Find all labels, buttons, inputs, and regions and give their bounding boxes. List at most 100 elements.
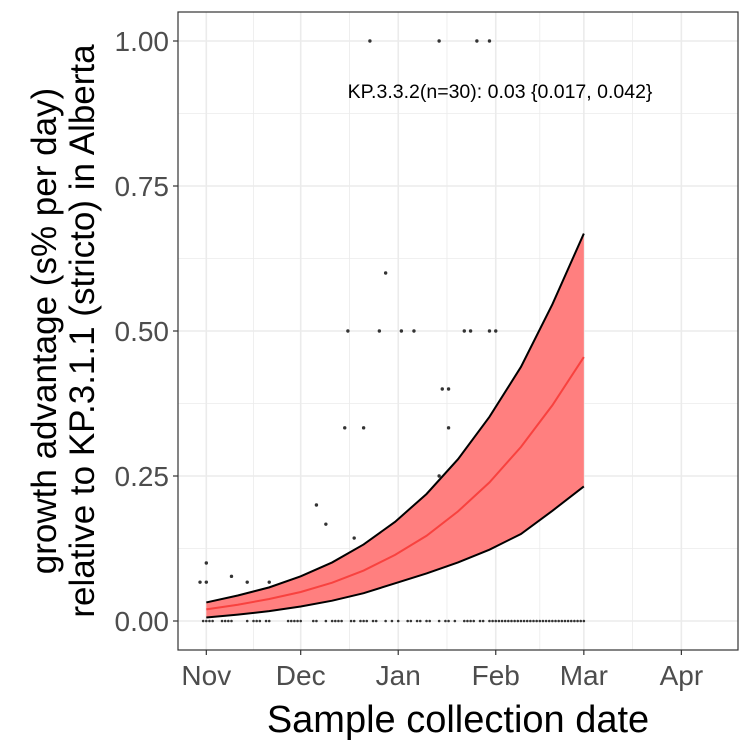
data-point-zero [466, 619, 469, 623]
data-point-zero [230, 619, 233, 623]
data-point-zero [519, 619, 523, 623]
data-point-zero [340, 619, 343, 623]
data-point-zero [296, 619, 299, 623]
data-point-zero [365, 619, 369, 623]
data-point-zero [289, 619, 293, 623]
y-tick-label: 1.00 [115, 26, 170, 57]
data-point-zero [349, 619, 353, 623]
data-point-zero [576, 619, 579, 623]
data-point-zero [245, 619, 249, 623]
y-tick-label: 0.00 [115, 606, 170, 637]
data-point [368, 39, 372, 43]
data-point [437, 39, 441, 43]
x-tick-label: Nov [181, 660, 231, 691]
data-point-zero [481, 619, 485, 623]
data-point-zero [311, 619, 315, 623]
points-layer [198, 39, 498, 584]
data-point-zero [324, 619, 328, 623]
data-point [198, 580, 202, 584]
y-tick-label: 0.25 [115, 461, 170, 492]
data-point-zero [374, 619, 378, 623]
data-point-zero [582, 619, 586, 623]
data-point-zero [544, 619, 548, 623]
data-point [446, 387, 451, 391]
data-point [343, 426, 347, 430]
data-point-zero [208, 619, 211, 623]
data-point-zero [469, 619, 472, 623]
data-point-zero [409, 619, 413, 623]
ribbon-layer [206, 233, 585, 619]
data-point-zero [507, 619, 510, 623]
data-point-zero [286, 619, 290, 623]
data-point-zero [293, 619, 296, 623]
data-point-zero [573, 619, 576, 623]
data-point-zero [255, 619, 258, 623]
data-point-zero [315, 619, 318, 623]
annotation-label: KP.3.3.2(n=30): 0.03 {0.017, 0.042} [348, 81, 653, 103]
data-point-zero [384, 619, 387, 623]
x-axis-label: Sample collection date [267, 699, 649, 741]
data-point [440, 387, 444, 391]
data-point-zero [510, 619, 513, 623]
data-point-zero [472, 619, 476, 623]
x-tick-label: Mar [560, 660, 608, 691]
data-point-zero [453, 619, 457, 623]
x-ticks: Nov Dec Jan Feb Mar Apr [181, 650, 703, 691]
data-point-zero [227, 619, 230, 623]
data-point [229, 574, 234, 579]
data-point [204, 580, 209, 584]
data-point-zero [541, 619, 545, 623]
data-point [487, 39, 492, 43]
data-point [314, 503, 319, 507]
data-point-zero [396, 619, 400, 623]
data-point-zero [390, 619, 394, 623]
data-point-zero [425, 619, 428, 623]
upper-bound-line [206, 233, 585, 604]
data-point [361, 426, 366, 430]
data-point [487, 329, 492, 333]
data-point-zero [560, 619, 564, 623]
data-point-zero [557, 619, 560, 623]
y-axis-label-line1: growth advantage (s% per day) [25, 88, 64, 574]
data-point-zero [201, 619, 205, 623]
data-point-zero [205, 619, 208, 623]
data-point-zero [500, 619, 504, 623]
data-point [324, 522, 328, 526]
data-point [446, 426, 451, 430]
fit-line [206, 356, 585, 611]
data-point-zero [371, 619, 375, 623]
data-point-zero [513, 619, 516, 623]
data-point-zero [447, 619, 450, 623]
data-point-zero [494, 619, 498, 623]
data-point-zero [529, 619, 532, 623]
data-point-zero [437, 619, 441, 623]
data-point-zero [525, 619, 529, 623]
data-point-zero [554, 619, 557, 623]
data-point-zero [551, 619, 554, 623]
data-point-zero [538, 619, 542, 623]
x-tick-label: Feb [472, 660, 520, 691]
data-point [377, 329, 382, 333]
data-point-zero [569, 619, 573, 623]
data-point-zero [223, 619, 227, 623]
y-axis-label-line2: relative to KP.3.1.1 (stricto) in Albert… [63, 44, 102, 618]
x-tick-label: Apr [660, 660, 704, 691]
data-point [475, 39, 479, 43]
data-point-zero [462, 619, 466, 623]
lower-bound-line [206, 485, 585, 619]
confidence-ribbon [206, 233, 584, 618]
data-point-zero [566, 619, 570, 623]
data-point [346, 329, 350, 333]
y-tick-label: 0.50 [115, 316, 170, 347]
data-point-zero [264, 619, 268, 623]
data-point-zero [418, 619, 422, 623]
data-point [245, 580, 249, 584]
data-point [494, 329, 498, 333]
data-point-zero [258, 619, 262, 623]
data-point-zero [362, 619, 365, 623]
data-point-zero [516, 619, 520, 623]
data-point-zero [547, 619, 551, 623]
data-point [412, 329, 416, 333]
data-point-zero [415, 619, 419, 623]
